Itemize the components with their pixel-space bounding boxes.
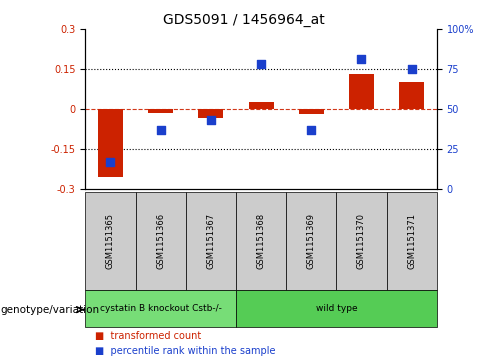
Bar <box>198 109 224 118</box>
Text: ■  transformed count: ■ transformed count <box>95 331 202 342</box>
Point <box>207 117 215 123</box>
Text: wild type: wild type <box>316 304 357 313</box>
Text: GDS5091 / 1456964_at: GDS5091 / 1456964_at <box>163 13 325 27</box>
Text: ■  percentile rank within the sample: ■ percentile rank within the sample <box>95 346 276 356</box>
Bar <box>399 82 424 109</box>
Text: GSM1151370: GSM1151370 <box>357 213 366 269</box>
Bar <box>148 109 173 113</box>
Point <box>106 159 114 164</box>
Point <box>257 61 265 67</box>
Text: GSM1151371: GSM1151371 <box>407 213 416 269</box>
Bar <box>248 102 274 109</box>
Point <box>157 127 164 132</box>
Bar <box>349 74 374 109</box>
Text: GSM1151366: GSM1151366 <box>156 213 165 269</box>
Point <box>408 66 416 72</box>
Bar <box>98 109 123 177</box>
Text: GSM1151369: GSM1151369 <box>307 213 316 269</box>
Text: GSM1151365: GSM1151365 <box>106 213 115 269</box>
Point <box>307 127 315 132</box>
Text: GSM1151367: GSM1151367 <box>206 213 215 269</box>
Bar <box>299 109 324 114</box>
Text: GSM1151368: GSM1151368 <box>257 213 265 269</box>
Text: cystatin B knockout Cstb-/-: cystatin B knockout Cstb-/- <box>100 304 222 313</box>
Text: genotype/variation: genotype/variation <box>0 305 99 315</box>
Point <box>358 57 366 62</box>
